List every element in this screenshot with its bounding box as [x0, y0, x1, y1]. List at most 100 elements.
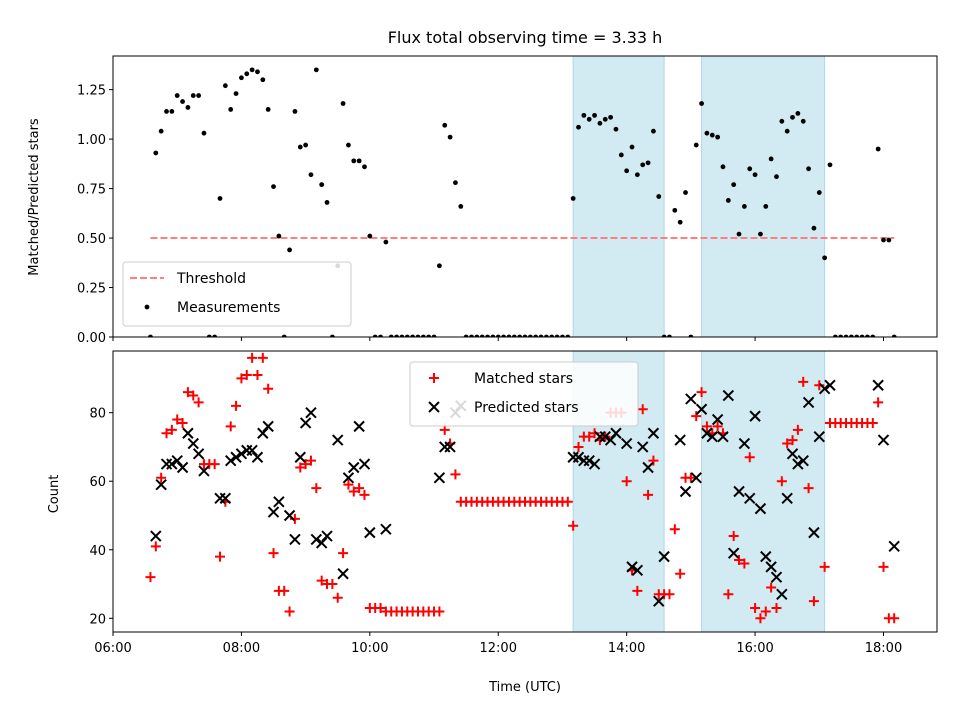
matched-star-point [798, 376, 809, 387]
predicted-star-point [620, 437, 633, 450]
measurement-point [602, 116, 608, 122]
predicted-star-point [781, 492, 793, 505]
measurement-point [731, 182, 737, 188]
measurement-point [592, 112, 597, 118]
predicted-star-point [877, 434, 890, 446]
legend-marker-predicted [428, 401, 440, 413]
matched-star-point [284, 606, 295, 617]
predicted-star-point [653, 595, 665, 607]
measurement-point [303, 142, 309, 148]
matched-star-point [263, 383, 274, 394]
matched-star-point [723, 589, 734, 600]
measurement-point [634, 172, 640, 178]
measurement-point [287, 247, 292, 253]
matched-star-point [712, 421, 723, 432]
measurement-point [495, 334, 501, 337]
measurement-point [501, 334, 506, 337]
measurement-point [185, 105, 191, 110]
matched-star-point [150, 541, 161, 552]
measurement-point [704, 130, 710, 136]
predicted-star-point [572, 451, 585, 463]
measurement-point [442, 122, 448, 128]
predicted-star-point [433, 472, 446, 484]
matched-star-point [792, 424, 803, 435]
measurement-point [576, 124, 581, 130]
measurement-point [758, 231, 763, 237]
measurement-point [581, 112, 587, 118]
matched-star-point [621, 476, 632, 487]
predicted-star-point [792, 458, 804, 470]
matched-star-point [375, 603, 386, 614]
x-tick-label: 06:00 [94, 641, 131, 656]
measurement-point [244, 71, 250, 77]
predicted-star-point [888, 540, 900, 553]
measurement-point [886, 237, 892, 243]
predicted-star-point [337, 568, 349, 580]
legend-marker-measurement [144, 304, 150, 310]
measurement-point [212, 334, 218, 337]
measurement-point [816, 190, 822, 195]
measurement-point [645, 160, 651, 166]
matched-star-point [172, 414, 183, 425]
predicted-star-point [235, 448, 248, 460]
measurement-point [158, 128, 164, 134]
predicted-star-point [744, 492, 756, 505]
measurement-point [752, 172, 758, 178]
predicted-star-point [262, 420, 274, 433]
predicted-star-point [765, 561, 777, 573]
measurement-point [196, 93, 202, 98]
measurement-point [661, 334, 667, 337]
measurement-point [838, 334, 844, 337]
predicted-star-point [241, 444, 253, 457]
measurement-point [201, 130, 207, 136]
measurement-point [169, 109, 175, 114]
predicted-star-point [813, 430, 825, 443]
legend-label: Threshold [176, 271, 246, 287]
measurement-point [538, 334, 544, 337]
measurement-point [848, 334, 854, 337]
predicted-star-point [342, 472, 355, 484]
measurement-point [822, 255, 828, 261]
top-chart-title: Flux total observing time = 3.33 h [388, 28, 663, 47]
predicted-star-point [802, 396, 815, 409]
matched-star-point [209, 459, 220, 470]
legend-frame [409, 361, 639, 427]
predicted-star-point [706, 430, 718, 443]
measurement-point [570, 196, 576, 201]
measurement-point [265, 107, 271, 112]
matched-star-point [343, 479, 354, 490]
predicted-star-point [257, 427, 269, 439]
matched-star-point [766, 582, 777, 593]
measurement-point [239, 75, 244, 81]
measurement-point [763, 203, 769, 209]
axes-frame [112, 55, 938, 338]
plot-area [148, 56, 897, 337]
predicted-star-point [251, 451, 264, 463]
x-tick-label: 14:00 [608, 641, 645, 656]
matched-star-point [311, 483, 322, 494]
top-chart-ylabel: Matched/Predicted stars [27, 118, 42, 276]
measurement-point [329, 334, 335, 337]
matched-star-point [145, 572, 156, 583]
measurement-point [378, 334, 383, 337]
legend-label: Measurements [177, 300, 280, 316]
matched-star-point [889, 613, 900, 624]
predicted-star-point [198, 465, 210, 477]
shaded-interval [572, 56, 665, 337]
matched-star-point [808, 596, 819, 607]
measurement-point [651, 128, 656, 134]
predicted-star-point [717, 430, 729, 443]
predicted-star-point [155, 478, 167, 491]
matched-star-point [177, 417, 188, 428]
measurement-point [367, 233, 373, 239]
measurement-point [629, 144, 635, 150]
predicted-star-point [733, 485, 745, 498]
measurement-point [463, 334, 469, 337]
measurement-point [656, 194, 662, 199]
measurement-point [394, 334, 399, 337]
matched-star-point [878, 561, 889, 572]
measurement-point [865, 334, 870, 337]
measurement-point [715, 134, 721, 140]
matched-star-point [739, 558, 750, 569]
measurement-point [319, 182, 325, 188]
